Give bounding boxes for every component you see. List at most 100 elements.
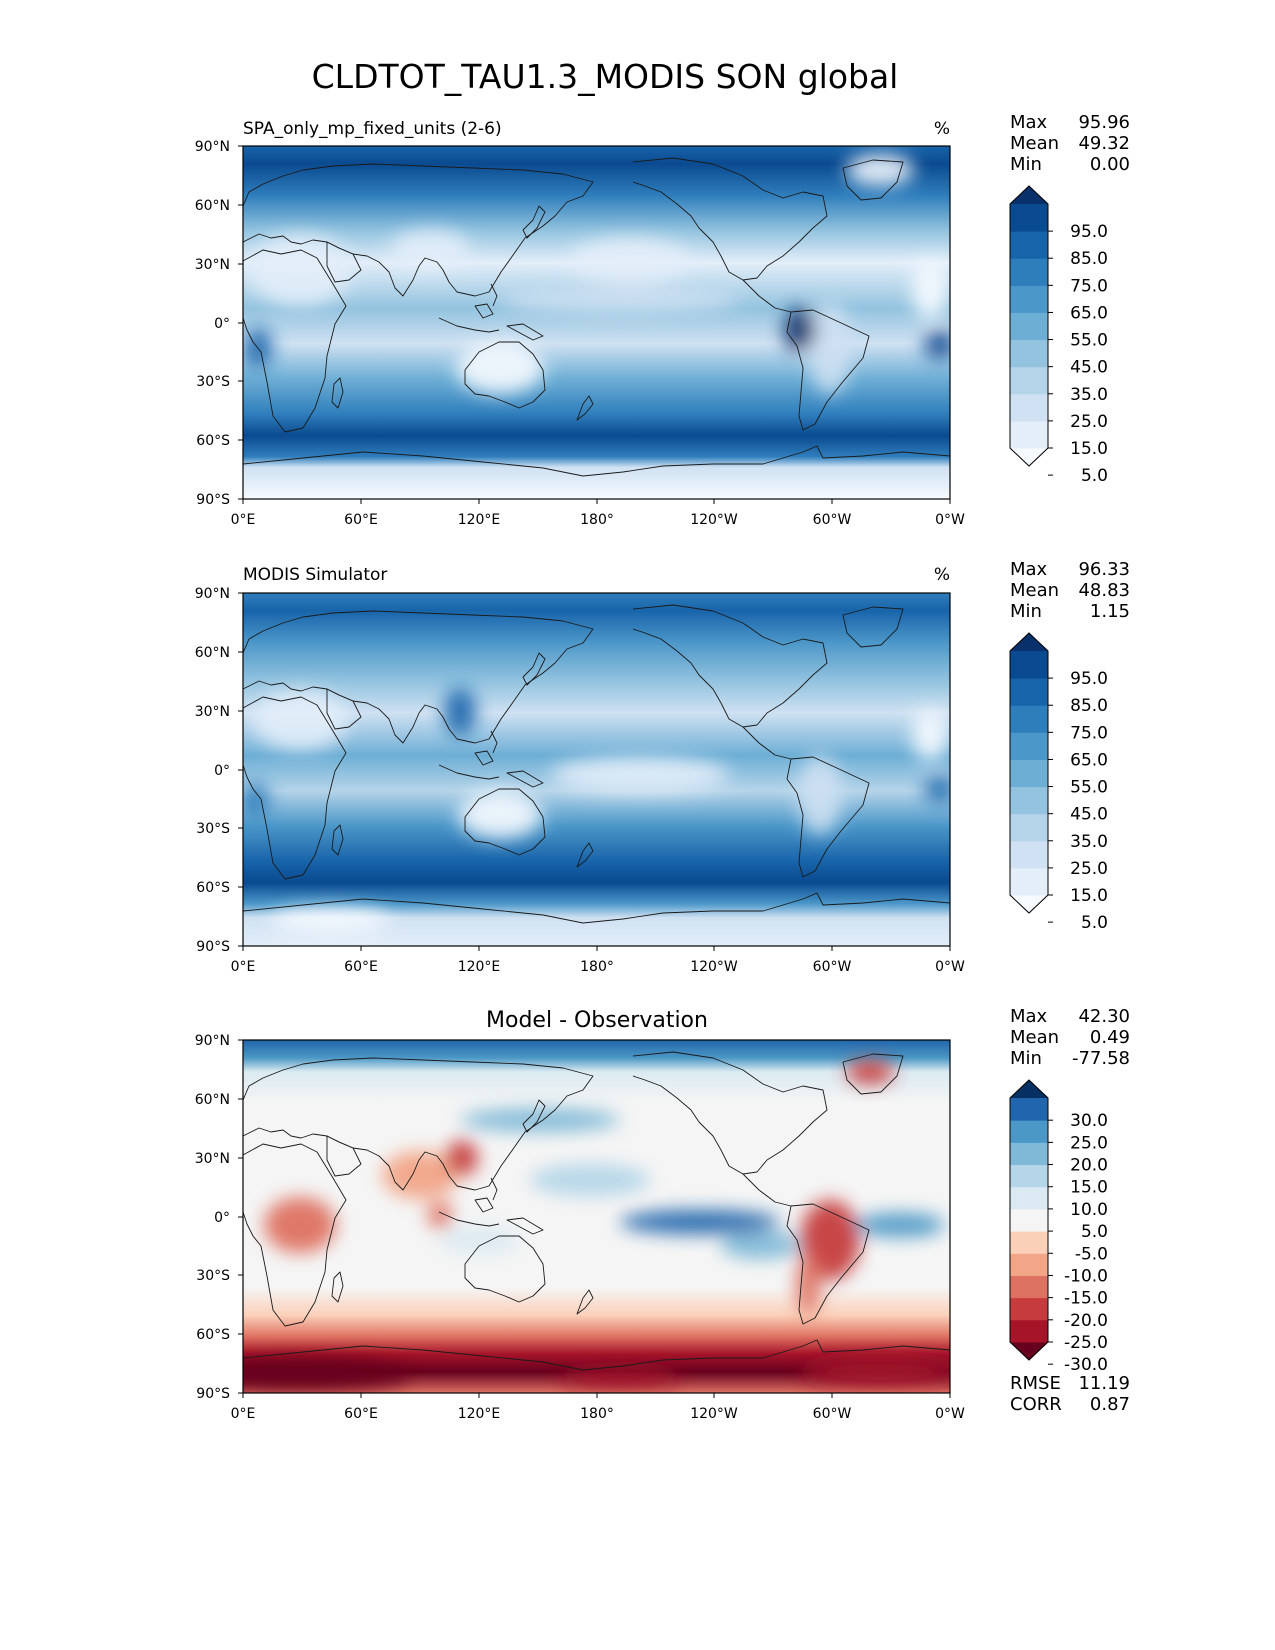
stat-min: 1.15 [1090,601,1130,622]
lat-tick: 60°S [196,433,230,449]
lon-tick: 60°W [813,959,852,975]
y-axis: 90°N 60°N 30°N 0° 30°S 60°S 90°S [195,139,243,508]
colorbar-label: 15.0 [1070,439,1108,459]
stats-box: Max 95.96 Mean 49.32 Min 0.00 [1010,112,1130,175]
y-axis: 90°N 60°N 30°N 0° 30°S 60°S 90°S [195,586,243,955]
lat-tick: 60°S [196,880,230,896]
colorbar-label: 65.0 [1070,750,1108,770]
lat-tick: 30°S [196,821,230,837]
panel-observation: MODIS Simulator % [195,559,1130,975]
colorbar-label: 45.0 [1070,805,1108,825]
colorbar-label: 25.0 [1070,859,1108,879]
x-axis: 0°E 60°E 120°E 180° 120°W 60°W 0°W [231,1393,965,1422]
colorbar-label: 30.0 [1070,1111,1108,1131]
colorbar-label: 5.0 [1081,466,1108,486]
metric-rmse: 11.19 [1078,1373,1130,1394]
colorbar-extend-low [1010,448,1048,466]
colorbar-bin [1010,1231,1048,1254]
stat-label-max: Max [1010,1006,1048,1027]
stat-label-min: Min [1010,601,1042,622]
colorbar-label: 55.0 [1070,778,1108,798]
stat-label-mean: Mean [1010,1027,1059,1048]
colorbar-extend-high [1010,1080,1048,1098]
stat-max: 96.33 [1078,559,1130,580]
lon-tick: 120°W [690,959,738,975]
lat-tick: 60°S [196,1327,230,1343]
lon-tick: 120°E [458,512,501,528]
map-field [243,593,950,946]
colorbar-bin [1010,651,1048,679]
units-label: % [934,565,950,585]
map-field [243,1040,950,1393]
x-axis: 0°E 60°E 120°E 180° 120°W 60°W 0°W [231,946,965,975]
colorbar-label: 95.0 [1070,222,1108,242]
colorbar-bin [1010,786,1048,815]
colorbar-label: 35.0 [1070,832,1108,852]
colorbar-label: -20.0 [1064,1311,1108,1331]
colorbar-label: 5.0 [1081,1222,1108,1242]
lat-tick: 90°N [195,586,230,602]
colorbar-bin [1010,678,1048,706]
stat-max: 95.96 [1078,112,1130,133]
colorbar-bin [1010,285,1048,313]
lon-tick: 120°W [690,1406,738,1422]
lat-tick: 60°N [195,1092,230,1108]
x-axis: 0°E 60°E 120°E 180° 120°W 60°W 0°W [231,499,965,528]
colorbar-label: 85.0 [1070,249,1108,269]
colorbar-bin [1010,1164,1048,1188]
stat-max: 42.30 [1078,1006,1130,1027]
colorbar-label: 25.0 [1070,412,1108,432]
lat-tick: 90°N [195,139,230,155]
metric-corr: 0.87 [1090,1394,1130,1415]
lon-tick: 120°W [690,512,738,528]
colorbar-label: -30.0 [1064,1355,1108,1375]
panel-title: SPA_only_mp_fixed_units (2-6) [243,119,502,139]
lon-tick: 0°W [935,959,965,975]
colorbar-outline [1009,1079,1049,1361]
stats-box: Max 42.30 Mean 0.49 Min -77.58 [1010,1006,1130,1069]
stat-label-max: Max [1010,559,1048,580]
lon-tick: 60°W [813,1406,852,1422]
colorbar-bin [1010,813,1048,842]
map-field [243,146,950,499]
stat-label-min: Min [1010,1048,1042,1069]
colorbar-bin [1010,840,1048,869]
colorbar: 95.0 85.0 75.0 65.0 55.0 45.0 35.0 25.0 15.0 5.0 [1009,632,1108,933]
lon-tick: 0°W [935,1406,965,1422]
lat-tick: 30°N [195,1151,230,1167]
colorbar-bin [1010,867,1048,896]
colorbar-bin [1010,705,1048,733]
metric-label-corr: CORR [1010,1394,1062,1415]
colorbar-bin [1010,204,1048,232]
lon-tick: 0°W [935,512,965,528]
lat-tick: 90°N [195,1033,230,1049]
stat-label-mean: Mean [1010,133,1059,154]
colorbar-label: 85.0 [1070,696,1108,716]
colorbar-outline [1009,632,1049,914]
units-label: % [934,119,950,139]
stat-label-min: Min [1010,154,1042,175]
lat-tick: 30°S [196,374,230,390]
colorbar-label: -25.0 [1064,1333,1108,1353]
lon-tick: 60°W [813,512,852,528]
colorbar-bin [1010,1120,1048,1143]
colorbar-extend-low [1010,895,1048,913]
lat-tick: 30°N [195,257,230,273]
stat-label-mean: Mean [1010,580,1059,601]
lat-tick: 90°S [196,939,230,955]
stats-box: Max 96.33 Mean 48.83 Min 1.15 [1010,559,1130,622]
stat-label-max: Max [1010,112,1048,133]
lon-tick: 60°E [344,959,378,975]
colorbar-label: 5.0 [1081,913,1108,933]
lon-tick: 60°E [344,1406,378,1422]
colorbar-bin [1010,1098,1048,1121]
colorbar-label: 75.0 [1070,276,1108,296]
stat-mean: 49.32 [1078,133,1130,154]
colorbar-bin [1010,393,1048,422]
colorbar-bin [1010,339,1048,368]
colorbar-bin [1010,231,1048,259]
colorbar-label: 15.0 [1070,1178,1108,1198]
lat-tick: 0° [214,1210,230,1226]
colorbar-bin [1010,1208,1048,1232]
